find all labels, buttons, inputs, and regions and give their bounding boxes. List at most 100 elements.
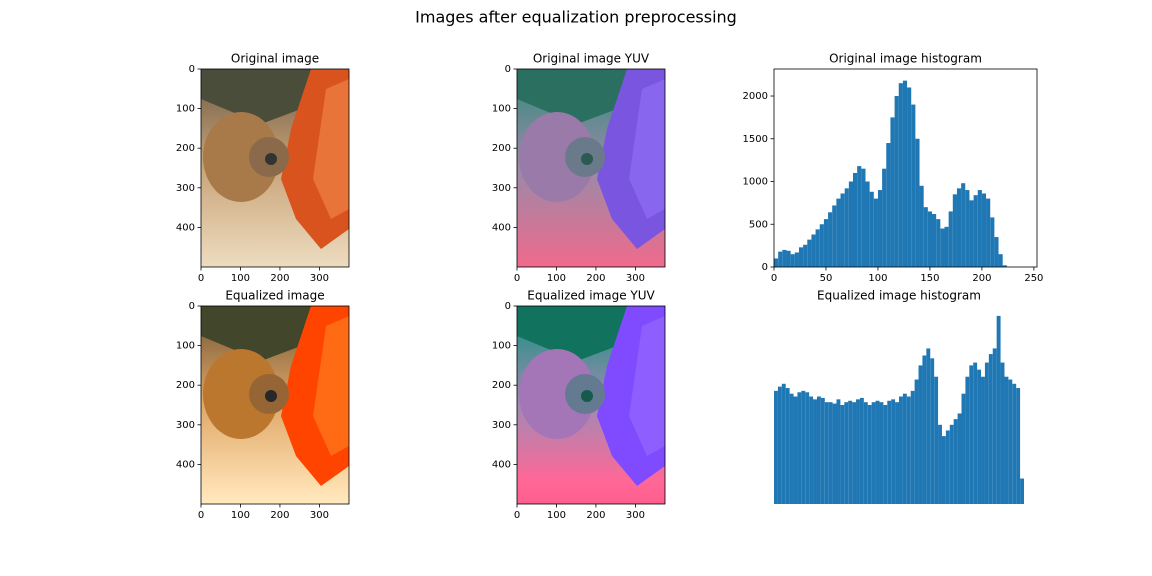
bar <box>782 249 787 267</box>
x-tick-label: 0 <box>771 273 777 284</box>
bar <box>848 181 854 267</box>
bar <box>861 168 866 267</box>
bar <box>785 388 790 504</box>
x-tick-label: 100 <box>868 273 887 284</box>
y-tick-label: 100 <box>492 104 511 115</box>
image <box>201 69 349 267</box>
bar <box>922 355 927 504</box>
bar <box>990 217 995 267</box>
bar <box>832 403 837 504</box>
y-tick-label: 300 <box>492 420 511 431</box>
bar <box>923 207 928 267</box>
bar <box>865 181 870 267</box>
x-tick-label: 0 <box>514 510 520 521</box>
x-tick-label: 100 <box>547 273 566 284</box>
bar <box>789 393 794 504</box>
x-tick-label: 300 <box>310 510 329 521</box>
bar <box>1012 383 1017 504</box>
y-tick-label: 0 <box>505 301 511 312</box>
axes-frame <box>516 305 666 505</box>
bar <box>994 237 999 267</box>
x-tick-label: 200 <box>972 273 991 284</box>
x-tick-label: 300 <box>626 273 645 284</box>
bar <box>840 193 845 267</box>
bar <box>875 400 880 504</box>
bar <box>969 365 974 504</box>
y-tick-label: 0 <box>189 64 195 75</box>
y-tick-label: 200 <box>176 380 195 391</box>
x-tick-label: 0 <box>198 273 204 284</box>
bar <box>852 402 857 504</box>
bar <box>1020 478 1024 504</box>
bar <box>857 166 862 267</box>
bar <box>778 251 783 267</box>
axes-frame <box>516 68 666 268</box>
bar <box>820 397 825 504</box>
bar <box>774 258 779 267</box>
axes-frame <box>200 68 350 268</box>
bar <box>809 396 814 504</box>
bar <box>867 405 872 504</box>
bar <box>859 397 864 504</box>
bar <box>894 96 899 268</box>
bar <box>932 213 937 267</box>
bar <box>940 228 945 267</box>
bar <box>877 190 883 267</box>
bar <box>811 234 816 267</box>
bar <box>899 396 903 504</box>
bar <box>832 205 837 267</box>
bar <box>781 383 786 504</box>
bar <box>981 376 985 504</box>
x-tick-label: 0 <box>514 273 520 284</box>
bar <box>992 348 997 504</box>
y-tick-label: 1500 <box>743 134 768 145</box>
chart-title: Equalized image <box>225 289 324 303</box>
bar <box>902 393 907 504</box>
x-tick-label: 150 <box>920 273 939 284</box>
bar <box>828 402 833 504</box>
bar <box>965 190 970 267</box>
bar <box>977 190 982 267</box>
x-tick-label: 200 <box>270 510 289 521</box>
bar <box>803 244 808 267</box>
image <box>517 306 665 504</box>
x-tick-label: 250 <box>1024 273 1043 284</box>
bar <box>941 436 946 504</box>
bar <box>794 252 799 267</box>
y-tick-label: 200 <box>176 143 195 154</box>
y-tick-label: 0 <box>762 262 768 273</box>
bar <box>977 369 982 504</box>
y-tick-label: 400 <box>176 459 195 470</box>
bar <box>813 399 817 504</box>
bar <box>953 419 958 504</box>
bar <box>891 399 896 504</box>
y-tick-label: 400 <box>492 222 511 233</box>
x-tick-label: 50 <box>820 273 833 284</box>
bar <box>844 402 849 504</box>
bar <box>938 424 942 504</box>
bar <box>883 405 888 504</box>
bar <box>981 193 987 267</box>
bar <box>936 219 941 267</box>
bar <box>986 198 991 267</box>
y-tick-label: 1000 <box>743 177 768 188</box>
bar <box>998 254 1003 267</box>
bar <box>890 117 895 267</box>
bar <box>996 315 1001 504</box>
bar <box>973 195 978 267</box>
bar <box>871 402 876 504</box>
y-tick-label: 2000 <box>743 91 768 102</box>
bar <box>1016 388 1021 504</box>
x-tick-label: 100 <box>547 510 566 521</box>
bar <box>898 83 903 267</box>
bar <box>793 396 798 504</box>
bar <box>895 402 899 504</box>
bar <box>798 247 804 267</box>
bar <box>973 362 978 504</box>
bar <box>816 396 821 504</box>
axes-frame <box>773 68 1038 268</box>
chart-title: Equalized image YUV <box>527 289 655 303</box>
x-tick-label: 200 <box>586 510 605 521</box>
bar <box>969 200 974 267</box>
bar <box>944 226 949 267</box>
